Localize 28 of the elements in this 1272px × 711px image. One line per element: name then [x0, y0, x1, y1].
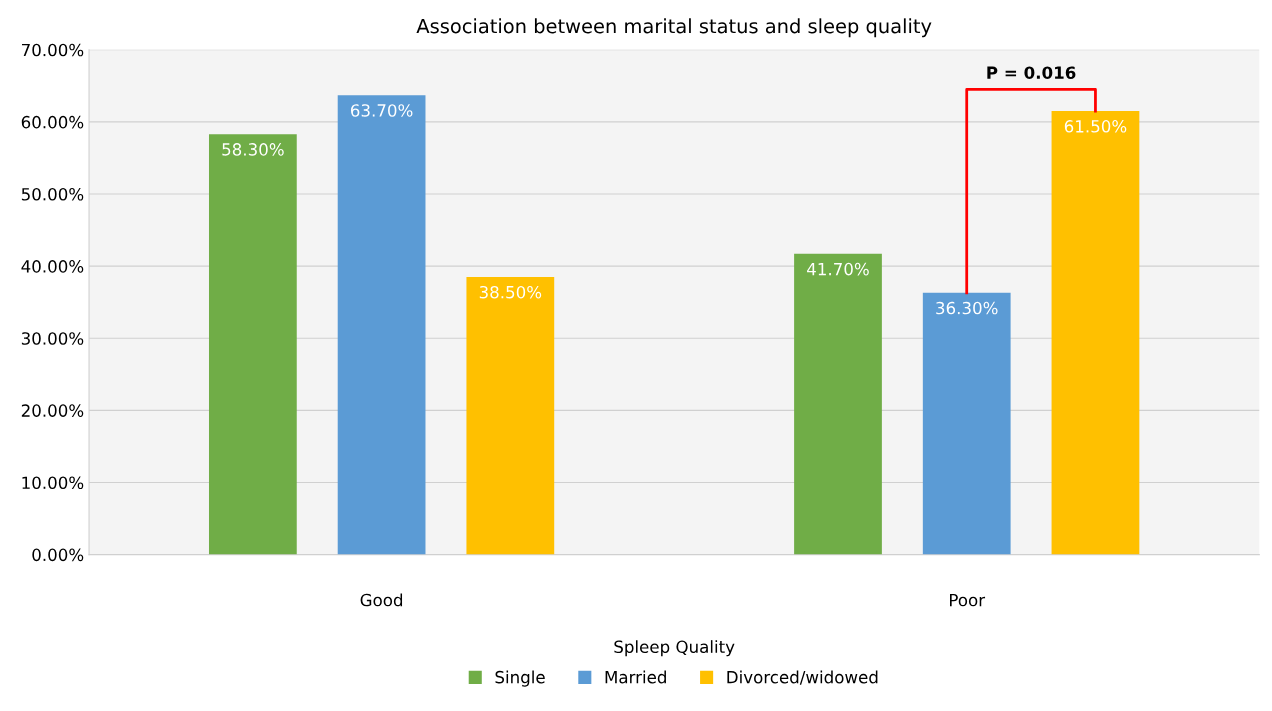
legend-label: Single: [495, 670, 545, 687]
x-axis-title: Spleep Quality: [614, 640, 735, 657]
bar: [208, 134, 297, 555]
data-label: 36.30%: [936, 301, 998, 315]
y-tick-label: 0.00%: [32, 548, 84, 562]
x-tick-label: Poor: [950, 593, 986, 607]
data-label: 41.70%: [807, 262, 869, 276]
annotation: P = 0.016: [987, 66, 1076, 79]
legend-label: Divorced/widowed: [727, 670, 878, 685]
y-tick-label: 20.00%: [21, 404, 84, 417]
y-tick-label: 10.00%: [22, 476, 84, 490]
bar: [1051, 111, 1140, 555]
y-tick-label: 70.00%: [22, 43, 84, 57]
data-label: 38.50%: [479, 285, 542, 299]
legend-label: Married: [605, 670, 666, 684]
chart-title: Association between marital status and sleep quality: [416, 18, 932, 38]
y-tick-label: 60.00%: [21, 115, 84, 129]
y-tick-label: 30.00%: [21, 332, 84, 345]
bar: [466, 276, 555, 555]
bar: [922, 292, 1011, 555]
y-tick-label: 50.00%: [21, 187, 84, 201]
y-tick-label: 40.00%: [21, 260, 84, 273]
data-label: 58.30%: [222, 143, 284, 156]
x-tick-label: Good: [360, 593, 403, 607]
data-label: 63.70%: [350, 104, 413, 117]
data-label: 61.50%: [1064, 120, 1127, 133]
bar: [794, 253, 882, 555]
bar: [337, 95, 426, 555]
